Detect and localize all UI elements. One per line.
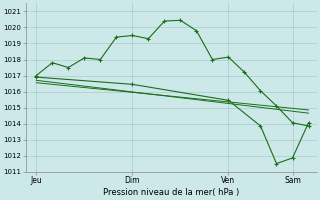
X-axis label: Pression niveau de la mer( hPa ): Pression niveau de la mer( hPa ) <box>103 188 239 197</box>
